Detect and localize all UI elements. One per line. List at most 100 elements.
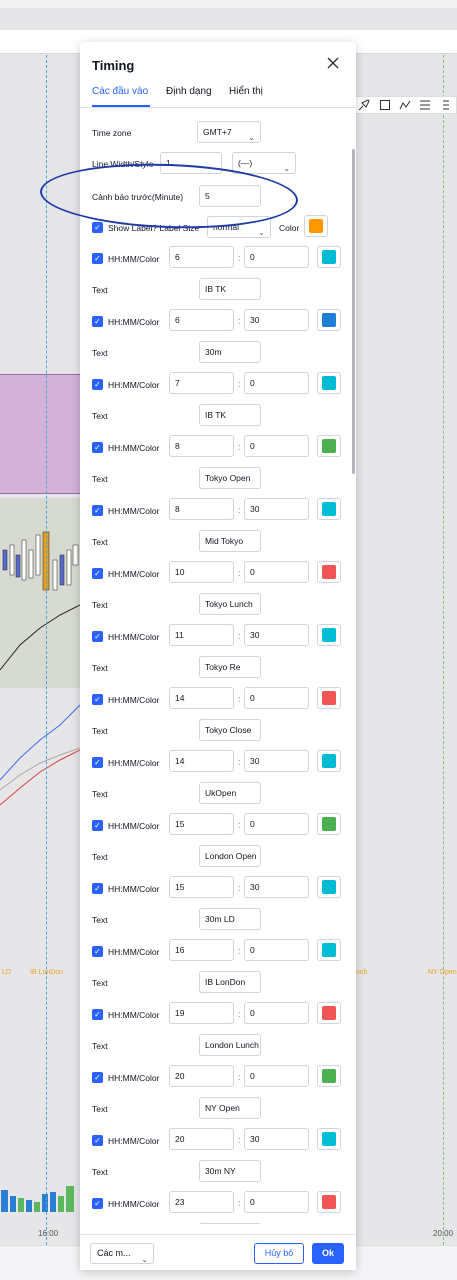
session-text-input[interactable]: London Open [199,845,261,867]
session-enabled-checkbox[interactable]: ✓ [92,1198,103,1209]
session-enabled-checkbox[interactable]: ✓ [92,1072,103,1083]
minute-input[interactable]: 0 [244,372,309,394]
hour-input[interactable]: 15 [169,813,234,835]
fib-icon[interactable] [418,99,432,111]
tab-inputs[interactable]: Các đầu vào [92,86,149,97]
session-color-picker[interactable] [317,246,341,268]
session-text-input[interactable]: IB TK [199,278,261,300]
hour-input[interactable]: 14 [169,687,234,709]
session-text-input[interactable]: IB TK [199,404,261,426]
session-text-input[interactable]: Tokyo Close [199,719,261,741]
session-enabled-checkbox[interactable]: ✓ [92,757,103,768]
minute-input[interactable]: 30 [244,876,309,898]
session-color-picker[interactable] [317,687,341,709]
minute-input[interactable]: 0 [244,561,309,583]
warning-minutes-input[interactable]: 5 [199,185,261,207]
session-text-input[interactable]: IB LonDon [199,971,261,993]
rectangle-icon[interactable] [378,99,392,111]
session-enabled-checkbox[interactable]: ✓ [92,631,103,642]
hour-input[interactable]: 8 [169,435,234,457]
more-tools-icon[interactable] [439,99,453,111]
hour-input[interactable]: 6 [169,246,234,268]
hour-input[interactable]: 8 [169,498,234,520]
session-color-picker[interactable] [317,750,341,772]
defaults-select[interactable]: Các m... ⌄ [90,1243,154,1264]
session-enabled-checkbox[interactable]: ✓ [92,1135,103,1146]
session-color-picker[interactable] [317,498,341,520]
show-label-checkbox[interactable]: ✓ [92,222,103,233]
minute-input[interactable]: 30 [244,309,309,331]
session-color-picker[interactable] [317,1128,341,1150]
hour-input[interactable]: 6 [169,309,234,331]
hour-input[interactable]: 19 [169,1002,234,1024]
minute-input[interactable]: 0 [244,1002,309,1024]
ok-button[interactable]: Ok [312,1243,344,1264]
session-color-picker[interactable] [317,939,341,961]
tab-style[interactable]: Định dạng [166,86,212,97]
minute-input[interactable]: 0 [244,813,309,835]
hour-input[interactable]: 20 [169,1065,234,1087]
session-enabled-checkbox[interactable]: ✓ [92,694,103,705]
session-text-input[interactable]: 30m LD [199,908,261,930]
session-color-picker[interactable] [317,876,341,898]
session-color-picker[interactable] [317,1002,341,1024]
session-enabled-checkbox[interactable]: ✓ [92,379,103,390]
minute-input[interactable]: 30 [244,1128,309,1150]
hour-input[interactable]: 20 [169,1128,234,1150]
minute-input[interactable]: 30 [244,498,309,520]
session-text-input[interactable]: UkOpen [199,782,261,804]
minute-input[interactable]: 30 [244,750,309,772]
session-text-input[interactable]: NY Open [199,1097,261,1119]
time-zone-select[interactable]: GMT+7 ⌄ [197,121,261,143]
session-text-input[interactable]: London Lunch [199,1034,261,1056]
minute-input[interactable]: 0 [244,435,309,457]
session-text-input[interactable]: Tokyo Re [199,656,261,678]
scrollbar[interactable] [352,149,355,474]
session-color-picker[interactable] [317,1065,341,1087]
session-color-picker[interactable] [317,372,341,394]
session-text-input[interactable]: Mid Tokyo [199,530,261,552]
label-size-select[interactable]: normal ⌄ [207,216,271,238]
minute-input[interactable]: 30 [244,624,309,646]
minute-input[interactable]: 0 [244,1191,309,1213]
line-width-input[interactable]: 1 [160,152,222,174]
session-text-input[interactable]: London Close [199,1223,261,1224]
session-enabled-checkbox[interactable]: ✓ [92,316,103,327]
minute-input[interactable]: 0 [244,687,309,709]
hour-input[interactable]: 23 [169,1191,234,1213]
session-color-picker[interactable] [317,561,341,583]
session-enabled-checkbox[interactable]: ✓ [92,568,103,579]
minute-input[interactable]: 0 [244,1065,309,1087]
hour-input[interactable]: 10 [169,561,234,583]
session-text-input[interactable]: 30m NY [199,1160,261,1182]
session-text-input[interactable]: 30m [199,341,261,363]
session-color-picker[interactable] [317,624,341,646]
session-enabled-checkbox[interactable]: ✓ [92,442,103,453]
session-text-input[interactable]: Tokyo Lunch [199,593,261,615]
line-style-select[interactable]: (—) ⌄ [232,152,296,174]
hour-input[interactable]: 7 [169,372,234,394]
session-color-picker[interactable] [317,813,341,835]
hour-input[interactable]: 15 [169,876,234,898]
session-color-picker[interactable] [317,309,341,331]
brush-icon[interactable] [357,99,371,111]
session-enabled-checkbox[interactable]: ✓ [92,883,103,894]
label-color-picker[interactable] [304,215,328,237]
session-color-picker[interactable] [317,435,341,457]
minute-input[interactable]: 0 [244,939,309,961]
minute-input[interactable]: 0 [244,246,309,268]
cancel-button[interactable]: Hủy bỏ [254,1243,304,1264]
session-enabled-checkbox[interactable]: ✓ [92,505,103,516]
hour-input[interactable]: 11 [169,624,234,646]
session-color-picker[interactable] [317,1191,341,1213]
session-enabled-checkbox[interactable]: ✓ [92,820,103,831]
hour-input[interactable]: 16 [169,939,234,961]
path-icon[interactable] [398,99,412,111]
tab-visibility[interactable]: Hiển thị [229,86,263,97]
session-enabled-checkbox[interactable]: ✓ [92,946,103,957]
session-enabled-checkbox[interactable]: ✓ [92,1009,103,1020]
hour-input[interactable]: 14 [169,750,234,772]
session-text-input[interactable]: Tokyo Open [199,467,261,489]
session-enabled-checkbox[interactable]: ✓ [92,253,103,264]
close-icon[interactable] [326,56,342,72]
